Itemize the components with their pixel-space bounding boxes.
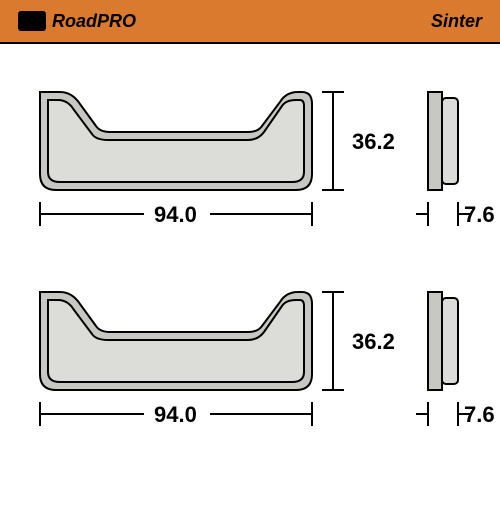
- bottom-height-dim: 36.2: [322, 292, 395, 390]
- bottom-width-value: 94.0: [154, 402, 197, 427]
- dimension-diagram: 36.2 94.0 7.6 36.2 94.0 7.6: [0, 44, 500, 500]
- top-height-dim: 36.2: [322, 92, 395, 190]
- bottom-thick-value: 7.6: [464, 402, 495, 427]
- variant-label: Sinter: [431, 11, 482, 32]
- diagram-area: 36.2 94.0 7.6 36.2 94.0 7.6: [0, 44, 500, 500]
- bottom-thick-dim: 7.6: [416, 402, 495, 427]
- brand-logo-icon: [18, 11, 46, 31]
- brand: RoadPRO: [18, 11, 136, 32]
- brand-name: RoadPRO: [52, 11, 136, 32]
- bottom-pad-side: [428, 292, 458, 390]
- top-pad-face: [40, 92, 312, 190]
- header-bar: RoadPRO Sinter: [0, 0, 500, 44]
- bottom-pad-face: [40, 292, 312, 390]
- top-pad-side: [428, 92, 458, 190]
- top-width-dim: 94.0: [40, 202, 312, 227]
- top-height-value: 36.2: [352, 129, 395, 154]
- top-thick-value: 7.6: [464, 202, 495, 227]
- top-thick-dim: 7.6: [416, 202, 495, 227]
- bottom-width-dim: 94.0: [40, 402, 312, 427]
- top-width-value: 94.0: [154, 202, 197, 227]
- bottom-height-value: 36.2: [352, 329, 395, 354]
